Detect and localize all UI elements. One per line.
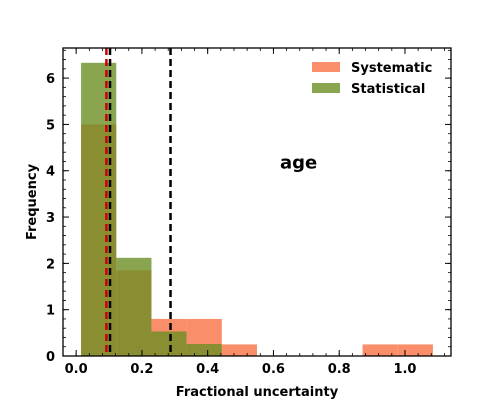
- y-axis-label: Frequency: [25, 163, 40, 240]
- x-tick-label: 0.4: [196, 362, 219, 377]
- y-tick-label: 2: [46, 257, 55, 272]
- y-tick-label: 0: [46, 350, 55, 365]
- legend-swatch-systematic: [312, 62, 340, 72]
- axes-layer: 0.0 0.2 0.4 0.6 0.8 1.0 0 1 2 3 4 5 6 Fractional unce…: [25, 47, 452, 400]
- y-tick-label: 4: [46, 165, 55, 180]
- statistical-bar: [116, 257, 152, 356]
- systematic-bar: [221, 344, 257, 356]
- legend-label-systematic: Systematic: [351, 61, 432, 76]
- statistical-bar: [186, 343, 222, 356]
- systematic-bar: [362, 344, 398, 356]
- systematic-bar: [397, 344, 433, 356]
- y-tick-label: 6: [46, 72, 55, 87]
- statistical-bar: [151, 331, 187, 356]
- plot-frame: [62, 47, 452, 357]
- y-tick-label: 5: [46, 118, 55, 133]
- bars-layer: [81, 62, 433, 357]
- y-tick-label: 3: [46, 211, 55, 226]
- x-tick-label: 0.6: [262, 362, 285, 377]
- x-axis-label: Fractional uncertainty: [176, 385, 339, 400]
- chart-annotation: age: [280, 152, 317, 173]
- y-tick-label: 1: [46, 304, 55, 319]
- legend-label-statistical: Statistical: [351, 82, 425, 97]
- legend: Systematic Statistical: [312, 61, 432, 97]
- x-tick-label: 0.0: [65, 362, 88, 377]
- x-tick-label: 0.8: [328, 362, 351, 377]
- x-tick-label: 0.2: [130, 362, 153, 377]
- x-tick-label: 1.0: [393, 362, 416, 377]
- legend-swatch-statistical: [312, 83, 340, 93]
- reference-lines-layer: [105, 48, 172, 356]
